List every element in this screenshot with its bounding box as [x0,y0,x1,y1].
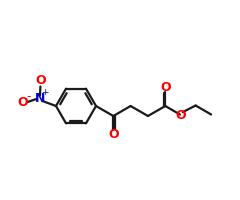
Text: N: N [35,92,45,104]
Text: O: O [36,73,46,86]
Text: +: + [41,88,48,97]
Text: O: O [160,81,171,94]
Text: O: O [18,96,28,108]
Text: O: O [108,128,119,141]
Text: O: O [175,109,186,122]
Text: -: - [27,90,31,103]
